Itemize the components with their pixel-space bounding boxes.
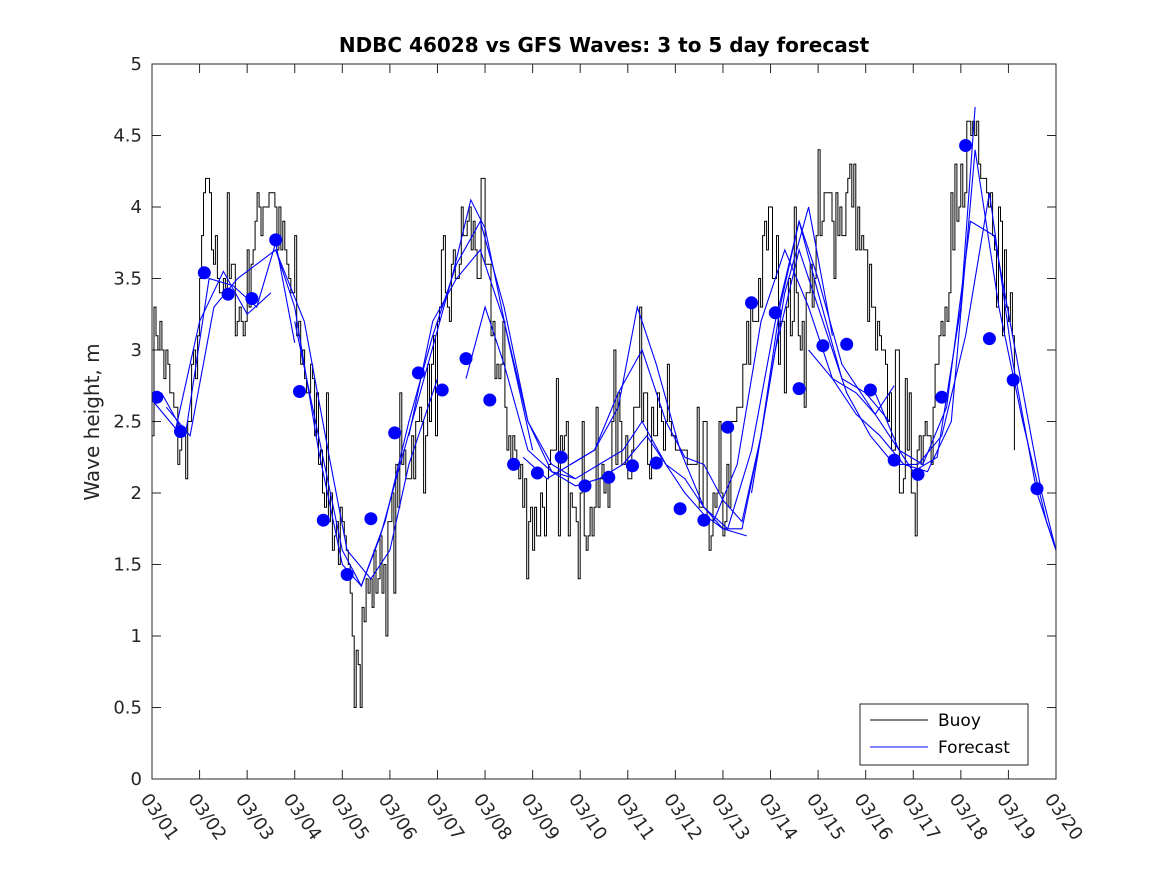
y-tick-label: 4: [131, 197, 142, 218]
y-tick-label: 2: [131, 483, 142, 504]
y-axis-ticks: 0 0.5 1 1.5 2 2.5 3 3.5 4 4.5 5: [113, 54, 1056, 790]
forecast-marker: [316, 513, 330, 527]
forecast-marker: [554, 450, 568, 464]
y-tick-label: 4.5: [113, 126, 142, 147]
forecast-marker: [792, 382, 806, 396]
forecast-marker: [697, 513, 711, 527]
forecast-line: [874, 220, 1056, 551]
y-axis-label: Wave height, m: [80, 343, 104, 500]
forecast-marker: [649, 456, 663, 470]
forecast-marker: [578, 479, 592, 493]
y-tick-label: 2.5: [113, 412, 142, 433]
forecast-marker: [388, 426, 402, 440]
forecast-marker: [887, 453, 901, 467]
forecast-line: [275, 198, 534, 588]
forecast-marker: [507, 457, 521, 471]
forecast-marker: [411, 366, 425, 380]
forecast-marker: [197, 266, 211, 280]
plot-frame: [151, 63, 1057, 780]
y-tick-label: 0.5: [113, 698, 142, 719]
chart-title: NDBC 46028 vs GFS Waves: 3 to 5 day fore…: [339, 33, 870, 57]
legend-buoy-label: Buoy: [938, 711, 981, 731]
forecast-marker: [459, 352, 473, 366]
forecast-marker: [840, 337, 854, 351]
forecast-marker: [935, 390, 949, 404]
legend: Buoy Forecast: [859, 703, 1029, 766]
buoy-series: [152, 120, 1015, 708]
y-tick-label: 5: [131, 54, 142, 75]
forecast-marker: [245, 292, 259, 305]
forecast-marker: [673, 502, 687, 516]
forecast-marker: [174, 425, 187, 438]
forecast-marker: [816, 339, 830, 353]
buoy-line: [152, 120, 1015, 708]
forecast-marker: [911, 467, 925, 481]
forecast-marker: [483, 393, 497, 407]
forecast-marker: [221, 287, 235, 301]
forecast-marker: [340, 568, 354, 581]
forecast-marker: [602, 470, 616, 484]
forecast-marker: [982, 332, 996, 346]
forecast-marker: [435, 383, 449, 397]
forecast-marker: [721, 420, 735, 434]
forecast-marker: [863, 383, 877, 397]
forecast-line: [152, 270, 272, 430]
forecast-marker: [293, 385, 306, 398]
forecast-line: [750, 192, 1056, 551]
forecast-line: [165, 249, 439, 580]
forecast-line: [712, 149, 1056, 551]
y-tick-label: 1: [131, 626, 142, 647]
forecast-marker: [1030, 482, 1044, 496]
forecast-series-group: [152, 106, 1056, 588]
forecast-line: [808, 349, 895, 416]
forecast-marker: [745, 296, 758, 310]
y-tick-label: 3: [131, 340, 142, 361]
forecast-marker: [530, 466, 544, 480]
legend-box: [859, 703, 1029, 766]
legend-forecast-label: Forecast: [938, 738, 1010, 758]
y-tick-label: 1.5: [113, 555, 142, 576]
y-tick-label: 3.5: [113, 269, 142, 290]
y-tick-label: 0: [131, 769, 142, 790]
forecast-marker: [959, 139, 973, 152]
forecast-marker: [152, 390, 164, 404]
forecast-marker: [269, 233, 283, 247]
forecast-markers: [152, 139, 1044, 581]
forecast-marker: [768, 306, 782, 320]
forecast-marker: [626, 459, 639, 473]
forecast-marker: [1006, 373, 1020, 387]
forecast-marker: [364, 512, 378, 526]
